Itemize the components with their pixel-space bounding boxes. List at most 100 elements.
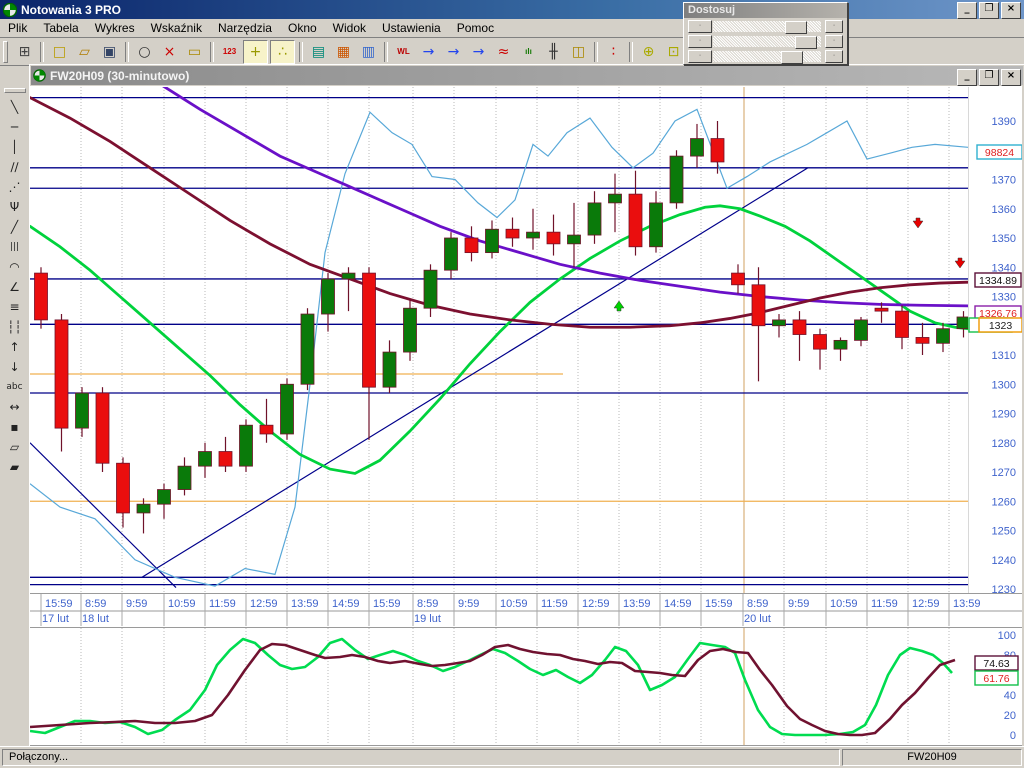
pattern-cross-icon[interactable]: + [243,39,268,64]
save-icon: ▣ [102,43,117,60]
svg-text:1230: 1230 [992,584,1016,596]
candle-chart-icon[interactable]: ◫ [567,40,590,63]
speed-lines-tool[interactable]: ⋰ [8,180,21,194]
restore-button[interactable]: ❐ [979,2,999,19]
pattern-dots-icon[interactable]: ∴ [270,39,295,64]
indicator-arrow3-icon[interactable]: → [467,40,490,63]
indicator-arrow1-icon[interactable]: → [417,40,440,63]
menu-tabela[interactable]: Tabela [43,21,79,35]
ray-line-tool[interactable]: ╱ [10,220,19,234]
line-chart-icon[interactable]: ≈ [492,40,515,63]
toolbar-grip[interactable] [3,40,8,63]
slider-track[interactable] [713,21,821,34]
svg-text:11:59: 11:59 [541,598,568,610]
vertical-grid-tool[interactable]: ||| [9,242,20,252]
svg-text:1323: 1323 [989,320,1013,332]
open-folder-icon[interactable]: ▱ [73,40,96,63]
new-file-icon[interactable]: □ [48,40,71,63]
slider-track[interactable] [713,36,821,49]
slow-ma-value-badge [974,272,1022,288]
chart-close-button[interactable]: × [1001,69,1021,86]
chart-restore-button[interactable]: ❐ [979,69,999,86]
slider-thumb[interactable] [795,36,817,49]
add-point-icon[interactable]: ⊕ [637,40,660,63]
bar-chart-icon[interactable]: ılı [517,40,540,63]
drawing-toolbar: ╲ ─ │ ∕∕ ⋰ Ψ ╱ ||| ◠ ∠ ≡ ┆┆ ↑ ↓ abc ↔ ▪ ▱ ▰ [0,86,29,747]
slider-right-button[interactable]: · [825,50,843,63]
slider-left-button[interactable]: · [688,20,712,33]
chart-canvas[interactable]: 1390138013701360135013401330132013101300… [30,86,1022,746]
drawing-toolbar-grip[interactable] [3,88,26,93]
customize-dialog-title[interactable]: Dostosuj [684,3,847,18]
slider-right-button[interactable]: · [825,35,843,48]
vertical-line-tool[interactable]: │ [10,140,19,154]
menubar: Plik Tabela Wykres Wskaźnik Narzędzia Okno Wid… [0,19,1024,38]
menu-ustawienia[interactable]: Ustawienia [382,21,441,35]
customize-dialog[interactable]: Dostosuj · · · · · · [683,2,848,65]
dots-icon[interactable]: ∶ [602,40,625,63]
zoom-icon[interactable]: ○ [133,40,156,63]
menu-wykres[interactable]: Wykres [94,21,135,35]
wl-indicator-icon[interactable]: WL [392,40,415,63]
close-button[interactable]: × [1001,2,1021,19]
menu-narzdzia[interactable]: Narzędzia [217,21,272,35]
svg-text:18 lut: 18 lut [82,613,109,625]
svg-text:1270: 1270 [992,467,1016,479]
svg-text:74.63: 74.63 [983,658,1009,670]
svg-text:20 lut: 20 lut [744,613,771,625]
expand-horizontal-tool[interactable]: ↔ [9,400,20,414]
menu-plik[interactable]: Plik [8,21,28,35]
slider-thumb[interactable] [781,51,803,64]
numbers-icon[interactable]: 123 [218,40,241,63]
slider-left-button[interactable]: · [688,35,712,48]
hilo-chart-icon[interactable]: ╫ [542,40,565,63]
market-table-icon[interactable]: ▦ [332,40,355,63]
chart-minimize-button[interactable]: _ [957,69,977,86]
slider-right-button[interactable]: · [825,20,843,33]
customize-slider-3: · · [688,50,843,64]
arrow-up-tool[interactable]: ↑ [9,340,20,354]
fibonacci-time-tool[interactable]: ┆┆ [7,320,22,334]
layout-grid-icon[interactable]: ⊞ [13,40,36,63]
svg-text:8:59: 8:59 [85,598,106,610]
eraser-all-tool[interactable]: ▰ [9,460,20,474]
horizontal-line-tool[interactable]: ─ [10,120,19,134]
save-icon[interactable]: ▣ [98,40,121,63]
ruler-icon: ▭ [187,43,202,60]
menu-wskanik[interactable]: Wskaźnik [150,21,202,35]
svg-text:12:59: 12:59 [582,598,610,610]
indicator-arrow2-icon[interactable]: → [442,40,465,63]
slider-track[interactable] [713,51,821,64]
slider-left-button[interactable]: · [688,50,712,63]
quotes-table-icon[interactable]: ▤ [307,40,330,63]
svg-text:8:59: 8:59 [747,598,768,610]
text-tool[interactable]: abc [6,382,23,392]
add-window-icon[interactable]: ⊡ [662,40,685,63]
delete-icon: × [163,43,176,60]
eraser-tool[interactable]: ▱ [9,440,20,454]
svg-text:10:59: 10:59 [500,598,528,610]
upper-band-value-badge [976,144,1022,160]
gann-fan-tool[interactable]: ∠ [9,280,20,294]
menu-pomoc[interactable]: Pomoc [456,21,495,35]
parallel-lines-tool[interactable]: ∕∕ [10,160,19,174]
time-axis [40,594,950,626]
fibonacci-arcs-tool[interactable]: ◠ [9,260,20,274]
ruler-icon[interactable]: ▭ [183,40,206,63]
menu-widok[interactable]: Widok [332,21,367,35]
menu-okno[interactable]: Okno [287,21,317,35]
pitchfork-tool[interactable]: Ψ [9,200,20,214]
connection-status: Połączony... [2,749,840,766]
chart-window-icon [33,69,46,82]
svg-text:1390: 1390 [992,116,1016,128]
fibonacci-retracement-tool[interactable]: ≡ [9,300,20,314]
arrow-down-tool[interactable]: ↓ [9,360,20,374]
list-table-icon[interactable]: ▥ [357,40,380,63]
minimize-button[interactable]: _ [957,2,977,19]
slider-thumb[interactable] [785,21,807,34]
snap-marker-tool[interactable]: ▪ [10,420,19,434]
trend-line-tool[interactable]: ╲ [10,100,19,114]
chart-titlebar[interactable]: FW20H09 (30-minutowo) _ ❐ × [31,66,1023,86]
svg-text:100: 100 [998,630,1016,642]
delete-icon[interactable]: × [158,40,181,63]
